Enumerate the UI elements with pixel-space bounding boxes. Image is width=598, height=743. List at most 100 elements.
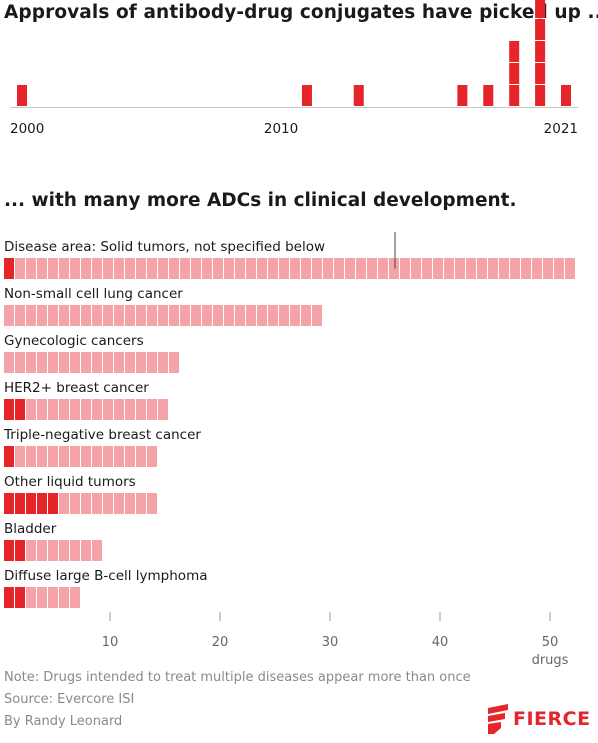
development-cell-5-2: [15, 446, 25, 467]
category-label-8: Diffuse large B-cell lymphoma: [4, 568, 208, 584]
development-cell-2-15: [158, 305, 168, 326]
category-label-7: Bladder: [4, 521, 57, 537]
development-cell-1-17: [180, 258, 190, 279]
development-cell-5-13: [136, 446, 146, 467]
approval-bar-2020-4: [535, 19, 546, 40]
development-cell-6-11: [114, 493, 124, 514]
development-cell-4-3: [26, 399, 36, 420]
approval-bar-2000-1: [17, 85, 27, 106]
development-cell-3-5: [48, 352, 58, 373]
approved-cell-6-5: [48, 493, 58, 514]
development-cell-2-17: [180, 305, 190, 326]
development-cell-6-9: [92, 493, 102, 514]
development-cell-2-24: [257, 305, 267, 326]
development-cell-5-6: [59, 446, 69, 467]
development-cell-1-36: [389, 258, 399, 279]
development-cell-4-8: [81, 399, 91, 420]
source-line: Source: Evercore ISI: [4, 692, 135, 707]
development-cell-1-47: [510, 258, 520, 279]
development-cell-4-13: [136, 399, 146, 420]
development-cell-1-15: [158, 258, 168, 279]
development-cell-5-9: [92, 446, 102, 467]
development-cell-3-13: [136, 352, 146, 373]
development-cell-4-12: [125, 399, 135, 420]
development-cell-1-18: [191, 258, 201, 279]
development-cell-1-27: [290, 258, 300, 279]
development-cell-7-4: [37, 540, 47, 561]
development-cell-2-20: [213, 305, 223, 326]
development-cell-1-8: [81, 258, 91, 279]
development-cell-1-22: [235, 258, 245, 279]
development-cell-2-3: [26, 305, 36, 326]
development-cell-1-9: [92, 258, 102, 279]
development-cell-1-40: [433, 258, 443, 279]
development-cell-2-8: [81, 305, 91, 326]
footnote: Note: Drugs intended to treat multiple d…: [4, 670, 471, 685]
development-cell-1-37: [400, 258, 410, 279]
development-cell-1-4: [37, 258, 47, 279]
development-cell-2-22: [235, 305, 245, 326]
development-cell-1-34: [367, 258, 377, 279]
development-cell-8-7: [70, 587, 80, 608]
development-cell-5-7: [70, 446, 80, 467]
category-label-6: Other liquid tumors: [4, 474, 136, 490]
development-cell-2-23: [246, 305, 256, 326]
development-cell-1-5: [48, 258, 58, 279]
development-cell-1-39: [422, 258, 432, 279]
timeline-tick-label-2000: 2000: [10, 121, 44, 137]
development-cell-3-4: [37, 352, 47, 373]
development-cell-3-9: [92, 352, 102, 373]
approval-bar-2020-3: [535, 41, 546, 62]
development-cell-1-30: [323, 258, 333, 279]
chart-title-approvals: Approvals of antibody-drug conjugates ha…: [4, 2, 598, 23]
development-cell-8-5: [48, 587, 58, 608]
approved-cell-7-1: [4, 540, 14, 561]
x-tick-label-30: 30: [322, 635, 339, 650]
development-cell-2-21: [224, 305, 234, 326]
development-cell-7-5: [48, 540, 58, 561]
approval-bar-2021-1: [561, 85, 571, 106]
development-cell-2-12: [125, 305, 135, 326]
development-cell-2-11: [114, 305, 124, 326]
development-cell-6-12: [125, 493, 135, 514]
approved-cell-7-2: [15, 540, 25, 561]
development-cell-2-6: [59, 305, 69, 326]
development-cell-7-9: [92, 540, 102, 561]
x-tick-label-20: 20: [212, 635, 229, 650]
approval-bar-2020-2: [535, 63, 546, 84]
development-cell-1-52: [565, 258, 575, 279]
development-cell-1-19: [202, 258, 212, 279]
approval-bar-2013-1: [353, 85, 364, 106]
development-cell-1-46: [499, 258, 509, 279]
development-cell-1-43: [466, 258, 476, 279]
development-cell-1-29: [312, 258, 322, 279]
category-label-4: HER2+ breast cancer: [4, 380, 149, 396]
development-cell-1-10: [103, 258, 113, 279]
development-cell-2-14: [147, 305, 157, 326]
development-cell-4-7: [70, 399, 80, 420]
development-cell-2-5: [48, 305, 58, 326]
development-cell-2-16: [169, 305, 179, 326]
development-cell-1-42: [455, 258, 465, 279]
development-cell-2-13: [136, 305, 146, 326]
chart-title-development: ... with many more ADCs in clinical deve…: [4, 190, 517, 211]
development-cell-1-25: [268, 258, 278, 279]
approved-cell-6-1: [4, 493, 14, 514]
development-cell-1-49: [532, 258, 542, 279]
development-cell-1-23: [246, 258, 256, 279]
development-cell-1-16: [169, 258, 179, 279]
category-label-3: Gynecologic cancers: [4, 333, 144, 349]
development-cell-1-26: [279, 258, 289, 279]
timeline-tick-label-2010: 2010: [264, 121, 298, 137]
development-cell-4-11: [114, 399, 124, 420]
development-cell-5-5: [48, 446, 58, 467]
approved-cell-6-4: [37, 493, 47, 514]
development-cell-2-18: [191, 305, 201, 326]
development-cell-7-3: [26, 540, 36, 561]
development-cell-3-8: [81, 352, 91, 373]
development-cell-4-5: [48, 399, 58, 420]
development-cell-2-4: [37, 305, 47, 326]
development-cell-2-2: [15, 305, 25, 326]
development-cell-6-7: [70, 493, 80, 514]
